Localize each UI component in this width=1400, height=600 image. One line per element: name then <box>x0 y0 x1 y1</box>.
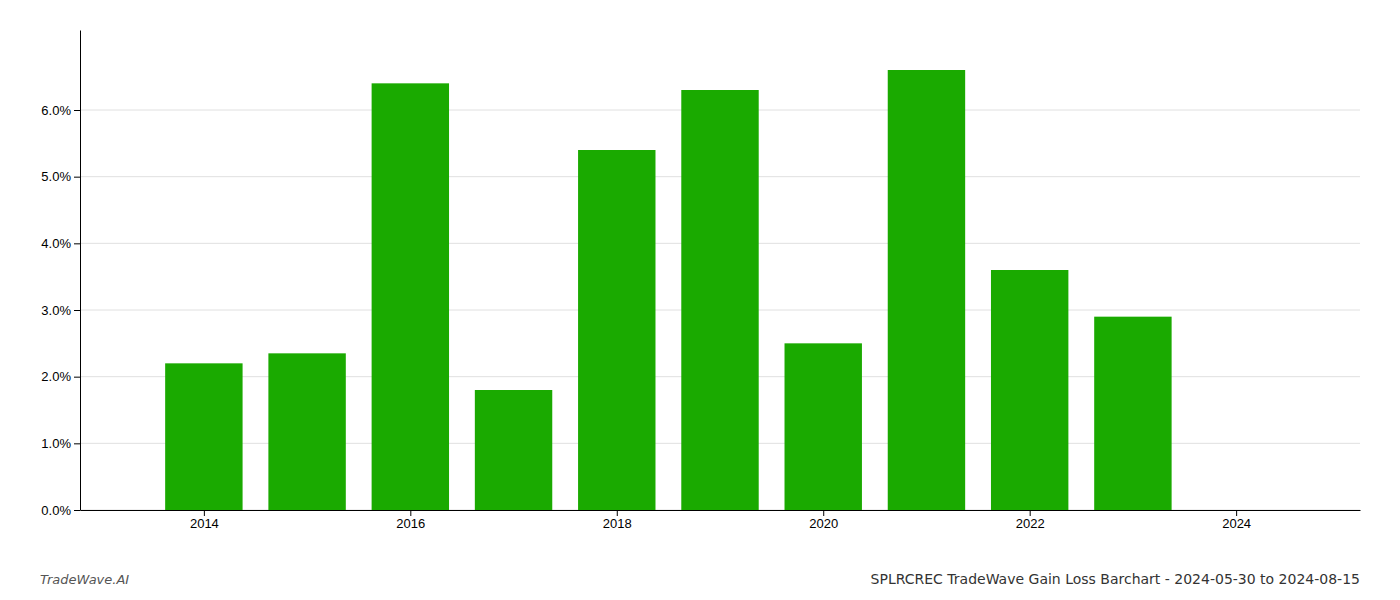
axis-line <box>81 510 1361 511</box>
tick-label: 2020 <box>809 516 838 531</box>
y-tick: 0.0% <box>41 503 80 518</box>
tick-mark <box>204 510 205 516</box>
bar <box>165 363 242 510</box>
y-tick: 2.0% <box>41 369 80 384</box>
tick-label: 1.0% <box>41 436 71 451</box>
bar <box>268 353 345 510</box>
tick-mark <box>617 510 618 516</box>
tick-label: 5.0% <box>41 169 71 184</box>
tick-mark <box>74 443 80 444</box>
tick-label: 2.0% <box>41 369 71 384</box>
tick-label: 2016 <box>396 516 425 531</box>
chart: 2014 2016 2018 2020 2022 2024 0.0% 1.0% 2.0% 3.0%… <box>0 0 1400 600</box>
y-tick: 3.0% <box>41 303 80 318</box>
tick-label: 6.0% <box>41 103 71 118</box>
x-tick: 2020 <box>809 510 838 531</box>
bars <box>165 70 1171 510</box>
plot-area: 2014 2016 2018 2020 2022 2024 0.0% 1.0% 2.0% 3.0%… <box>41 31 1360 532</box>
bar <box>991 270 1068 510</box>
bar <box>1094 317 1171 510</box>
x-tick: 2014 <box>190 510 219 531</box>
bar <box>888 70 965 510</box>
tick-mark <box>74 310 80 311</box>
x-tick: 2024 <box>1222 510 1251 531</box>
tick-mark <box>74 377 80 378</box>
bar <box>785 343 862 510</box>
x-tick: 2018 <box>603 510 632 531</box>
tick-mark <box>1030 510 1031 516</box>
tick-label: 0.0% <box>41 503 71 518</box>
tick-mark <box>1236 510 1237 516</box>
tick-label: 2014 <box>190 516 219 531</box>
tick-mark <box>410 510 411 516</box>
tick-label: 2024 <box>1222 516 1251 531</box>
x-tick: 2016 <box>396 510 425 531</box>
bar <box>578 150 655 510</box>
axis-line <box>80 31 81 511</box>
y-tick: 5.0% <box>41 169 80 184</box>
tick-mark <box>74 110 80 111</box>
tick-label: 2022 <box>1016 516 1045 531</box>
tick-label: 4.0% <box>41 236 71 251</box>
x-tick: 2022 <box>1016 510 1045 531</box>
y-tick: 6.0% <box>41 103 80 118</box>
tick-mark <box>74 177 80 178</box>
tick-label: 2018 <box>603 516 632 531</box>
bar <box>681 90 758 510</box>
x-axis: 2014 2016 2018 2020 2022 2024 <box>81 510 1361 531</box>
tick-mark <box>74 510 80 511</box>
y-tick: 4.0% <box>41 236 80 251</box>
title: SPLRCREC TradeWave Gain Loss Barchart - … <box>871 571 1360 587</box>
y-axis: 0.0% 1.0% 2.0% 3.0% 4.0% 5.0% 6.0% <box>41 31 80 518</box>
annotation: TradeWave.AI <box>40 572 129 587</box>
bar <box>475 390 552 510</box>
y-tick: 1.0% <box>41 436 80 451</box>
tick-label: 3.0% <box>41 303 71 318</box>
bar <box>372 83 449 510</box>
tick-mark <box>823 510 824 516</box>
tick-mark <box>74 243 80 244</box>
